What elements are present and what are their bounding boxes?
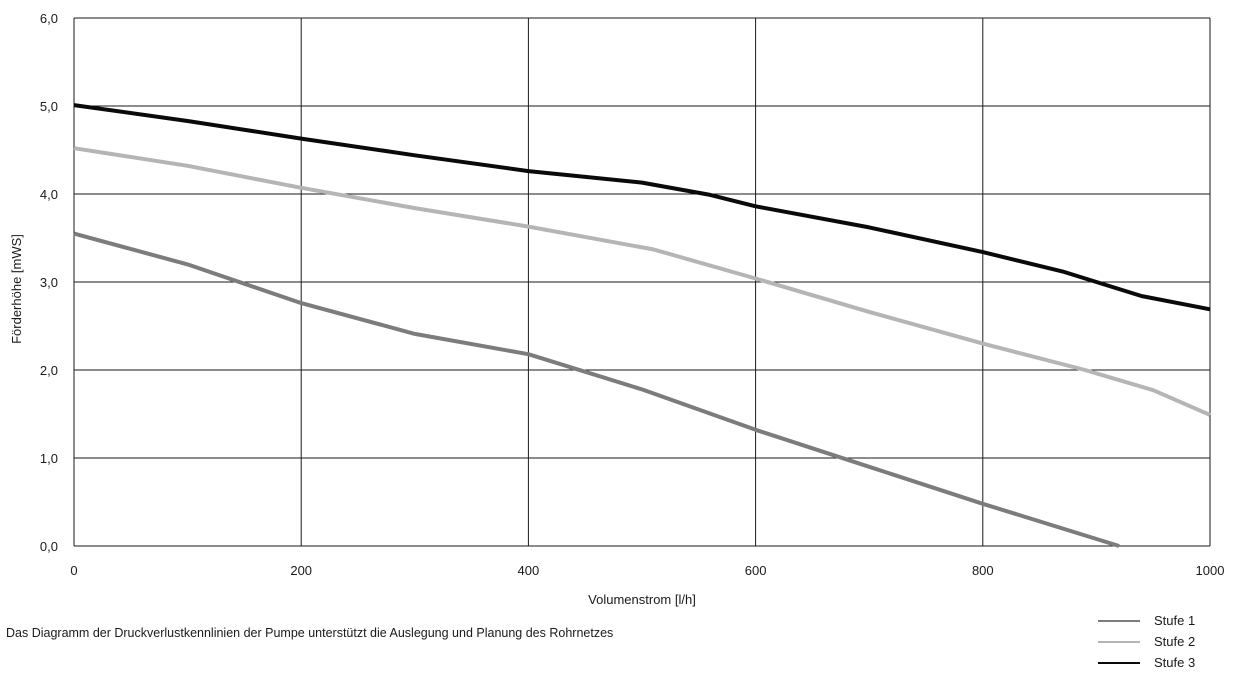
legend-label: Stufe 3 xyxy=(1154,655,1196,670)
legend-item: Stufe 2 xyxy=(1098,631,1195,652)
legend-label: Stufe 2 xyxy=(1154,634,1196,649)
y-axis-label: Förderhöhe [mWS] xyxy=(9,234,24,344)
chart-caption: Das Diagramm der Druckverlustkennlinien … xyxy=(6,626,614,640)
x-tick-label: 0 xyxy=(70,563,77,578)
legend-swatch xyxy=(1098,619,1140,622)
x-tick-label: 400 xyxy=(518,563,540,578)
legend-item: Stufe 1 xyxy=(1098,610,1195,631)
series-line-stufe-2 xyxy=(73,146,1211,417)
series-line-stufe-3 xyxy=(73,103,1211,312)
series-line-stufe-1 xyxy=(73,231,1120,548)
legend-swatch xyxy=(1098,661,1140,664)
axes: 0 200 400 600 800 1000 0,0 1,0 2,0 3,0 4,0 5,0 6,0 xyxy=(40,11,1225,578)
y-tick-label: 1,0 xyxy=(40,451,58,466)
y-tick-label: 2,0 xyxy=(40,363,58,378)
x-tick-label: 800 xyxy=(972,563,994,578)
y-tick-label: 3,0 xyxy=(40,275,58,290)
legend-swatch xyxy=(1098,640,1140,643)
y-tick-label: 0,0 xyxy=(40,539,58,554)
y-tick-label: 6,0 xyxy=(40,11,58,26)
x-tick-label: 200 xyxy=(290,563,312,578)
series-lines xyxy=(73,103,1211,548)
x-axis-label: Volumenstrom [l/h] xyxy=(588,592,696,607)
grid xyxy=(73,17,1211,547)
x-tick-label: 600 xyxy=(745,563,767,578)
y-tick-label: 4,0 xyxy=(40,187,58,202)
legend-item: Stufe 3 xyxy=(1098,652,1195,673)
legend-label: Stufe 1 xyxy=(1154,613,1196,628)
legend: Stufe 1 Stufe 2 Stufe 3 xyxy=(1098,610,1195,673)
x-tick-label: 1000 xyxy=(1196,563,1225,578)
y-tick-label: 5,0 xyxy=(40,99,58,114)
